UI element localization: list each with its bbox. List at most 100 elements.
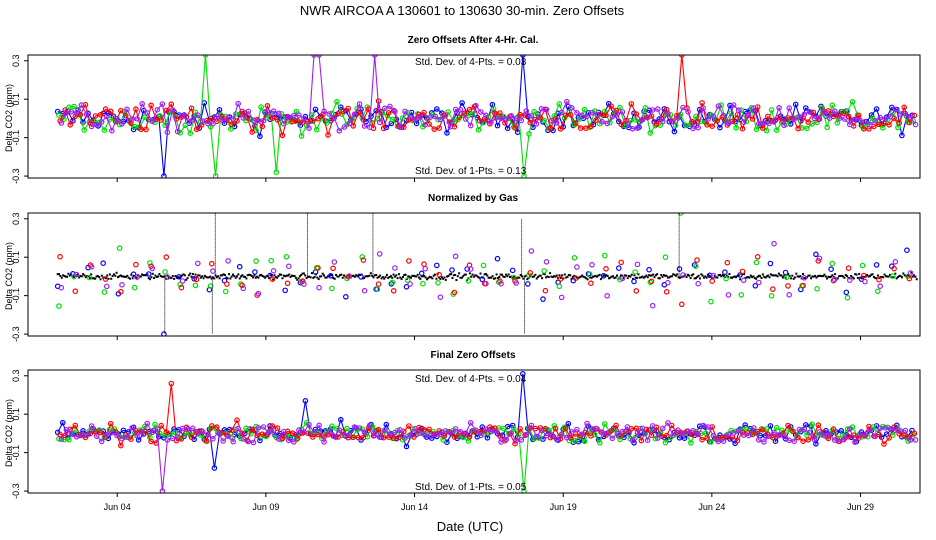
data-point — [309, 118, 316, 124]
baseline-point — [76, 273, 79, 276]
data-point — [846, 121, 853, 128]
data-point — [209, 115, 215, 122]
data-point — [510, 425, 517, 432]
data-point — [472, 102, 479, 109]
series-red — [57, 253, 913, 308]
data-point — [644, 114, 651, 121]
data-point — [562, 112, 569, 119]
data-point — [568, 429, 575, 435]
data-point — [230, 438, 237, 445]
data-point — [715, 438, 722, 445]
data-point — [764, 113, 771, 120]
data-point — [78, 102, 85, 108]
baseline-point — [379, 274, 382, 277]
baseline-point — [708, 274, 711, 277]
data-point — [168, 380, 175, 387]
data-point — [896, 119, 903, 126]
data-point — [805, 436, 812, 443]
data-point — [88, 263, 95, 270]
data-point — [383, 421, 390, 428]
y-tick-label: 0.3 — [11, 370, 21, 383]
data-point — [907, 270, 914, 276]
panel-title: Final Zero Offsets — [430, 350, 515, 361]
baseline-point — [225, 276, 228, 279]
data-point — [498, 439, 504, 445]
baseline-point — [490, 276, 493, 279]
data-point — [572, 275, 579, 282]
data-point — [771, 240, 777, 247]
data-point — [642, 105, 649, 111]
baseline-point — [533, 275, 536, 278]
baseline-point — [503, 276, 506, 279]
baseline-point — [815, 276, 818, 279]
baseline-point — [304, 274, 307, 277]
baseline-point — [170, 277, 173, 280]
data-point — [755, 279, 762, 286]
data-point — [182, 122, 189, 129]
baseline-point — [274, 276, 277, 279]
data-point — [280, 428, 287, 435]
data-point — [397, 426, 403, 433]
data-point — [131, 284, 138, 291]
baseline-point — [789, 277, 792, 280]
data-point — [841, 116, 848, 122]
data-point — [527, 119, 534, 126]
baseline-point — [585, 277, 588, 280]
baseline-point — [277, 275, 280, 278]
baseline-point — [765, 275, 768, 278]
baseline-point — [337, 275, 340, 278]
data-point — [613, 422, 619, 429]
baseline-point — [807, 274, 810, 277]
data-point — [98, 438, 105, 445]
data-point — [83, 111, 90, 118]
data-point — [588, 123, 594, 130]
data-point — [896, 430, 903, 437]
baseline-point — [339, 274, 342, 277]
data-point — [118, 288, 124, 295]
std-dev-annotation: Std. Dev. of 1-Pts. = 0.05 — [415, 482, 527, 493]
baseline-point — [744, 277, 747, 280]
baseline-point — [122, 275, 125, 278]
baseline-point — [356, 275, 359, 278]
data-point — [326, 428, 333, 435]
baseline-point — [329, 274, 332, 277]
data-point — [149, 265, 156, 272]
baseline-point — [408, 275, 411, 278]
baseline-point — [654, 274, 657, 277]
baseline-point — [799, 275, 802, 278]
data-point — [274, 425, 281, 431]
data-point — [207, 283, 214, 289]
data-point — [639, 116, 646, 123]
data-point — [118, 107, 124, 114]
y-tick-label: 0.3 — [11, 213, 21, 226]
data-point — [104, 431, 110, 438]
data-point — [727, 102, 733, 109]
data-point — [800, 438, 806, 445]
data-point — [542, 287, 549, 294]
baseline-point — [559, 276, 562, 279]
baseline-point — [383, 277, 386, 280]
baseline-point — [773, 274, 776, 277]
data-point — [189, 425, 196, 432]
data-point — [844, 294, 851, 301]
baseline-point — [733, 275, 736, 278]
data-point — [629, 437, 636, 444]
baseline-point — [776, 275, 779, 278]
baseline-point — [525, 274, 528, 277]
data-point — [767, 260, 774, 267]
data-point — [872, 117, 878, 124]
data-point — [228, 126, 234, 132]
data-point — [355, 434, 362, 441]
data-point — [887, 425, 894, 432]
baseline-point — [793, 276, 796, 279]
data-point — [301, 281, 307, 287]
data-point — [604, 292, 611, 299]
baseline-point — [420, 275, 423, 278]
baseline-point — [868, 275, 871, 278]
data-point — [685, 428, 691, 435]
data-point — [191, 275, 198, 282]
baseline-point — [783, 274, 786, 277]
baseline-point — [729, 276, 732, 279]
data-point — [351, 111, 358, 118]
data-point — [449, 267, 455, 273]
